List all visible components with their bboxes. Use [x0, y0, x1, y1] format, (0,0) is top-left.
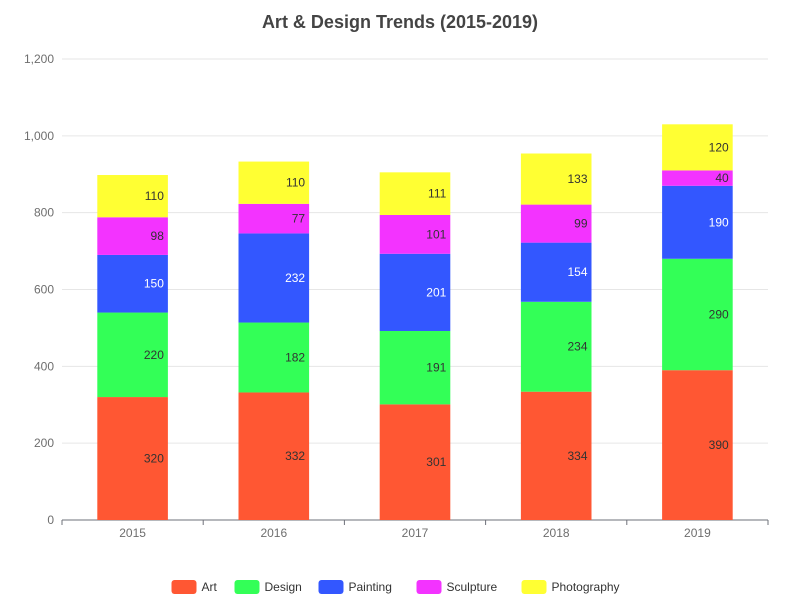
data-label: 101: [426, 227, 446, 241]
legend-swatch: [416, 580, 442, 594]
legend-item-art[interactable]: Art: [171, 580, 218, 594]
data-label: 190: [709, 215, 729, 229]
bar-segment[interactable]: [379, 253, 451, 331]
legend: Art Design Painting Sculpture Photography: [171, 580, 620, 594]
bar-segment[interactable]: [97, 397, 168, 520]
chart-title: Art & Design Trends (2015-2019): [262, 12, 538, 32]
bar-segment[interactable]: [238, 161, 310, 204]
data-label: 234: [567, 340, 587, 354]
data-label: 232: [285, 271, 305, 285]
y-tick-label: 1,200: [24, 52, 54, 66]
data-labels: 320 220 150 98 110 332 182 232 77 110 301 191 201 101…: [144, 140, 729, 469]
data-label: 182: [285, 350, 305, 364]
data-label: 154: [567, 265, 587, 279]
x-tick-label: 2016: [260, 526, 287, 540]
data-label: 99: [574, 217, 588, 231]
data-label: 201: [426, 285, 446, 299]
data-label: 110: [286, 176, 305, 190]
y-tick-label: 800: [34, 206, 54, 220]
data-label: 133: [567, 172, 587, 186]
bar-segment[interactable]: [238, 392, 310, 520]
data-label: 332: [285, 449, 305, 463]
legend-swatch: [171, 580, 197, 594]
legend-label: Sculpture: [447, 580, 498, 594]
bars: [97, 124, 733, 520]
data-label: 390: [709, 438, 729, 452]
data-label: 40: [715, 171, 729, 185]
bar-segment[interactable]: [662, 124, 733, 171]
y-tick-label: 0: [47, 513, 54, 527]
bar-segment[interactable]: [379, 172, 451, 215]
y-tick-label: 400: [34, 359, 54, 373]
bar-segment[interactable]: [97, 217, 168, 255]
bar-segment[interactable]: [520, 153, 592, 205]
legend-item-design[interactable]: Design: [234, 580, 302, 594]
legend-swatch: [318, 580, 344, 594]
bar-segment[interactable]: [379, 404, 451, 520]
data-label: 150: [144, 277, 164, 291]
y-tick-label: 200: [34, 436, 54, 450]
bar-segment[interactable]: [520, 242, 592, 302]
legend-item-sculpture[interactable]: Sculpture: [416, 580, 498, 594]
legend-label: Art: [202, 580, 218, 594]
data-label: 220: [144, 348, 164, 362]
legend-swatch: [521, 580, 547, 594]
x-tick-label: 2019: [684, 526, 711, 540]
bar-segment[interactable]: [97, 254, 168, 313]
y-tick-label: 1,000: [24, 129, 54, 143]
data-label: 301: [426, 455, 446, 469]
bar-segment[interactable]: [238, 203, 310, 234]
bar-segment[interactable]: [97, 175, 168, 218]
bar-segment[interactable]: [379, 214, 451, 254]
data-label: 77: [292, 212, 306, 226]
data-label: 120: [709, 140, 729, 154]
bar-segment[interactable]: [662, 370, 733, 520]
legend-label: Photography: [552, 580, 620, 594]
legend-swatch: [234, 580, 260, 594]
data-label: 110: [145, 189, 164, 203]
bar-segment[interactable]: [379, 330, 451, 405]
x-tick-label: 2015: [119, 526, 146, 540]
data-label: 334: [567, 449, 587, 463]
legend-label: Painting: [349, 580, 392, 594]
bar-segment[interactable]: [662, 258, 733, 371]
bar-segment[interactable]: [520, 391, 592, 520]
y-tick-label: 600: [34, 283, 54, 297]
data-label: 98: [151, 229, 165, 243]
x-tick-label: 2018: [543, 526, 570, 540]
bar-segment[interactable]: [662, 185, 733, 259]
bar-segment[interactable]: [662, 170, 733, 186]
legend-item-photography[interactable]: Photography: [521, 580, 620, 594]
legend-item-painting[interactable]: Painting: [318, 580, 392, 594]
data-label: 320: [144, 452, 164, 466]
legend-label: Design: [265, 580, 302, 594]
data-label: 111: [428, 187, 447, 201]
bar-segment[interactable]: [520, 301, 592, 392]
axes: 0 200 400 600 800 1,000 1,200 2015 2016 2017 2018 2…: [24, 52, 769, 540]
bar-segment[interactable]: [238, 233, 310, 323]
bar-segment[interactable]: [520, 204, 592, 243]
data-label: 290: [709, 307, 729, 321]
bar-segment[interactable]: [238, 322, 310, 393]
x-tick-label: 2017: [402, 526, 429, 540]
bar-segment[interactable]: [97, 312, 168, 398]
data-label: 191: [426, 361, 446, 375]
